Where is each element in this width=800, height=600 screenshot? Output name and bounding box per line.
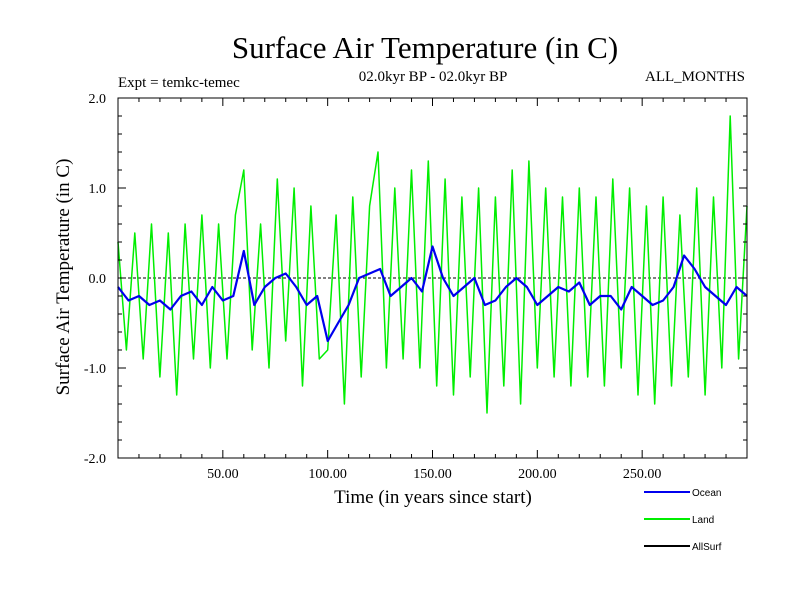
y-tick-label: 1.0 [89, 182, 107, 197]
chart-subtitle-center: 02.0kyr BP - 02.0kyr BP [359, 69, 508, 85]
x-tick-label: 150.00 [413, 467, 452, 482]
y-tick-label: 2.0 [89, 92, 107, 107]
x-axis-label: Time (in years since start) [334, 487, 532, 508]
series-line-land [117, 115, 748, 414]
y-tick-label: -1.0 [84, 362, 106, 377]
y-axis-label: Surface Air Temperature (in C) [53, 159, 74, 396]
series-line-ocean [117, 245, 748, 343]
chart-subtitle-right: ALL_MONTHS [645, 69, 745, 85]
x-tick-label: 50.00 [207, 467, 239, 482]
x-tick-label: 250.00 [623, 467, 662, 482]
plot-area [117, 115, 748, 414]
y-tick-label: -2.0 [84, 452, 106, 467]
legend-label-land: Land [692, 515, 714, 526]
chart-subtitle-left: Expt = temkc-temec [118, 75, 240, 91]
y-tick-label: 0.0 [89, 272, 107, 287]
legend: Ocean Land AllSurf [644, 488, 722, 553]
x-tick-label: 100.00 [308, 467, 347, 482]
chart-title: Surface Air Temperature (in C) [232, 30, 618, 65]
legend-label-ocean: Ocean [692, 488, 721, 499]
legend-label-allsurf: AllSurf [692, 542, 722, 553]
x-tick-label: 200.00 [518, 467, 557, 482]
axes: 50.00 100.00 150.00 200.00 250.00 -2.0 -1.0 0.0… [84, 92, 748, 482]
